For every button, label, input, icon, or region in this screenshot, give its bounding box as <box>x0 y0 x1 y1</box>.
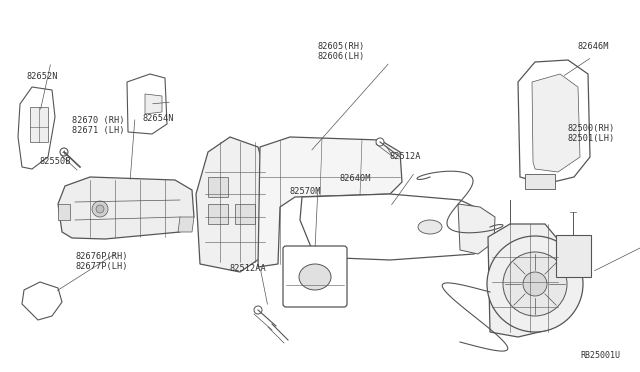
Text: 82550B: 82550B <box>40 157 72 166</box>
Polygon shape <box>532 74 580 172</box>
Text: 82676P(RH)
82677P(LH): 82676P(RH) 82677P(LH) <box>75 252 127 272</box>
Bar <box>208 204 228 224</box>
Polygon shape <box>18 87 55 169</box>
Polygon shape <box>196 137 272 272</box>
Polygon shape <box>22 282 62 320</box>
Polygon shape <box>300 194 490 260</box>
Circle shape <box>92 201 108 217</box>
Text: 82654N: 82654N <box>142 114 173 123</box>
Polygon shape <box>518 60 590 184</box>
Text: 82646M: 82646M <box>578 42 609 51</box>
Polygon shape <box>127 74 167 134</box>
Polygon shape <box>30 107 48 142</box>
Text: 82670 (RH)
82671 (LH): 82670 (RH) 82671 (LH) <box>72 116 125 135</box>
Text: 82512AA: 82512AA <box>230 264 267 273</box>
FancyBboxPatch shape <box>283 246 347 307</box>
Polygon shape <box>178 217 194 232</box>
Circle shape <box>523 272 547 296</box>
Circle shape <box>60 148 68 156</box>
Polygon shape <box>488 224 562 337</box>
Bar <box>525 174 555 189</box>
Bar <box>556 235 591 277</box>
Circle shape <box>503 252 567 316</box>
Polygon shape <box>58 177 194 239</box>
Circle shape <box>96 205 104 213</box>
Polygon shape <box>258 137 402 267</box>
Circle shape <box>376 138 384 146</box>
Circle shape <box>254 306 262 314</box>
Polygon shape <box>58 204 70 220</box>
Text: 82652N: 82652N <box>26 72 58 81</box>
Polygon shape <box>458 204 495 254</box>
Bar <box>235 204 255 224</box>
Text: 82640M: 82640M <box>340 174 371 183</box>
Polygon shape <box>145 94 162 114</box>
Text: 82512A: 82512A <box>390 152 422 161</box>
Text: RB25001U: RB25001U <box>580 351 620 360</box>
Ellipse shape <box>299 264 331 290</box>
Text: 82500(RH)
82501(LH): 82500(RH) 82501(LH) <box>568 124 615 143</box>
Text: 82605(RH)
82606(LH): 82605(RH) 82606(LH) <box>318 42 365 61</box>
Text: 82570M: 82570M <box>290 187 321 196</box>
Ellipse shape <box>418 220 442 234</box>
Bar <box>208 177 228 197</box>
Circle shape <box>487 236 583 332</box>
